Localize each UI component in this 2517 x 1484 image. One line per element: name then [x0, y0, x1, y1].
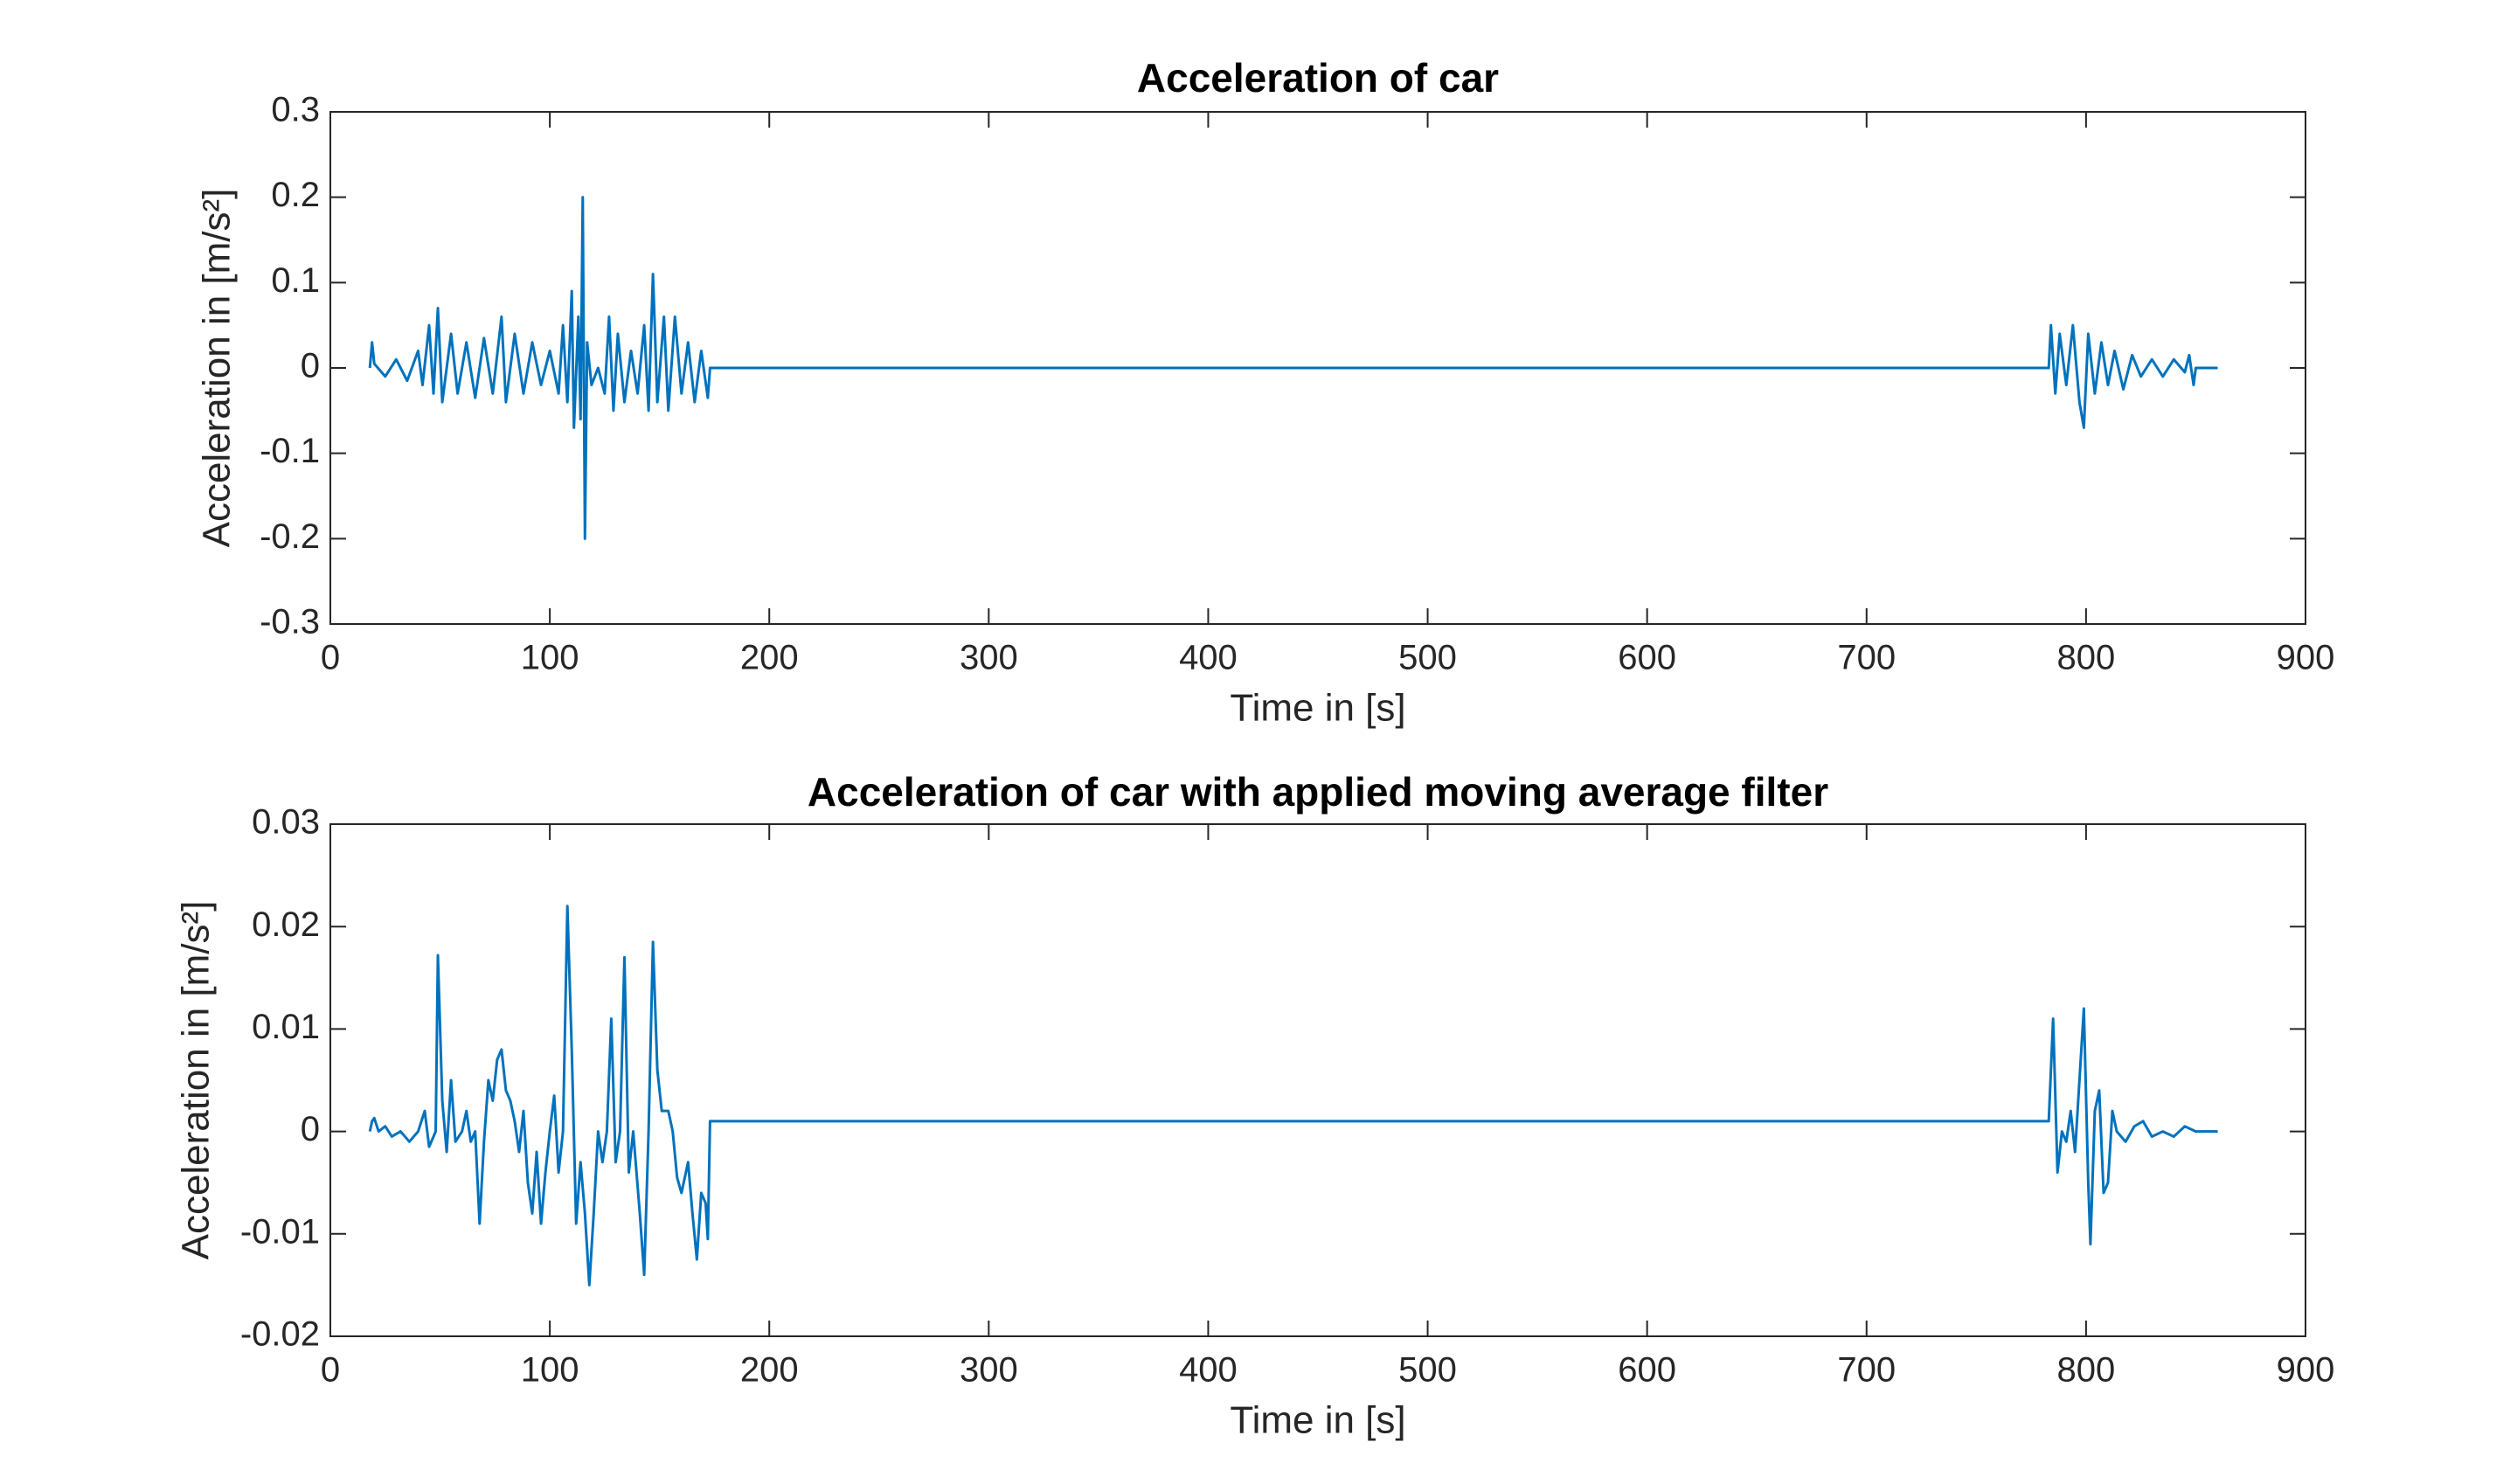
x-tick-label: 400 [1179, 639, 1238, 677]
y-axis-label: Acceleration in [m/s²] [175, 901, 218, 1260]
x-tick-label: 100 [521, 639, 579, 677]
y-tick-label: 0.2 [271, 176, 320, 214]
x-axis-label: Time in [s] [1230, 1399, 1405, 1442]
x-tick-label: 700 [1837, 1351, 1896, 1390]
x-tick-label: 0 [321, 1351, 340, 1390]
x-tick-label: 500 [1398, 639, 1457, 677]
y-tick-label: 0.1 [271, 261, 320, 300]
x-tick-label: 100 [521, 1351, 579, 1390]
axes-box [329, 111, 2306, 625]
x-tick-label: 0 [321, 639, 340, 677]
x-tick-label: 800 [2057, 1351, 2116, 1390]
x-tick-label: 600 [1618, 1351, 1676, 1390]
y-tick-label: 0.03 [252, 803, 320, 842]
x-tick-label: 300 [960, 1351, 1018, 1390]
x-tick-label: 800 [2057, 639, 2116, 677]
x-tick-label: 300 [960, 639, 1018, 677]
y-tick-label: -0.3 [260, 603, 320, 641]
y-tick-label: -0.2 [260, 517, 320, 556]
x-tick-label: 200 [740, 1351, 799, 1390]
x-tick-label: 400 [1179, 1351, 1238, 1390]
data-line [368, 905, 2218, 1286]
x-tick-label: 900 [2277, 639, 2335, 677]
x-tick-label: 900 [2277, 1351, 2335, 1390]
x-tick-label: 700 [1837, 639, 1896, 677]
y-tick-label: -0.01 [240, 1212, 320, 1251]
x-axis-label: Time in [s] [1230, 687, 1405, 730]
y-tick-label: 0.3 [271, 91, 320, 129]
x-tick-label: 200 [740, 639, 799, 677]
y-tick-label: 0 [301, 1110, 320, 1148]
y-axis-label: Acceleration in [m/s²] [196, 189, 239, 548]
y-tick-label: -0.02 [240, 1315, 320, 1354]
x-tick-label: 600 [1618, 639, 1676, 677]
axes: Acceleration of car with applied moving … [175, 769, 2335, 1441]
chart-title: Acceleration of car with applied moving … [808, 769, 1828, 815]
axes: Acceleration of car Time in [s] Accelerati… [196, 55, 2335, 729]
y-tick-label: 0 [301, 347, 320, 385]
axes-box [329, 823, 2306, 1337]
y-tick-label: 0.01 [252, 1008, 320, 1046]
chart-title: Acceleration of car [1137, 55, 1499, 101]
data-line [368, 196, 2218, 540]
y-tick-label: 0.02 [252, 905, 320, 944]
x-tick-label: 500 [1398, 1351, 1457, 1390]
y-tick-label: -0.1 [260, 432, 320, 470]
